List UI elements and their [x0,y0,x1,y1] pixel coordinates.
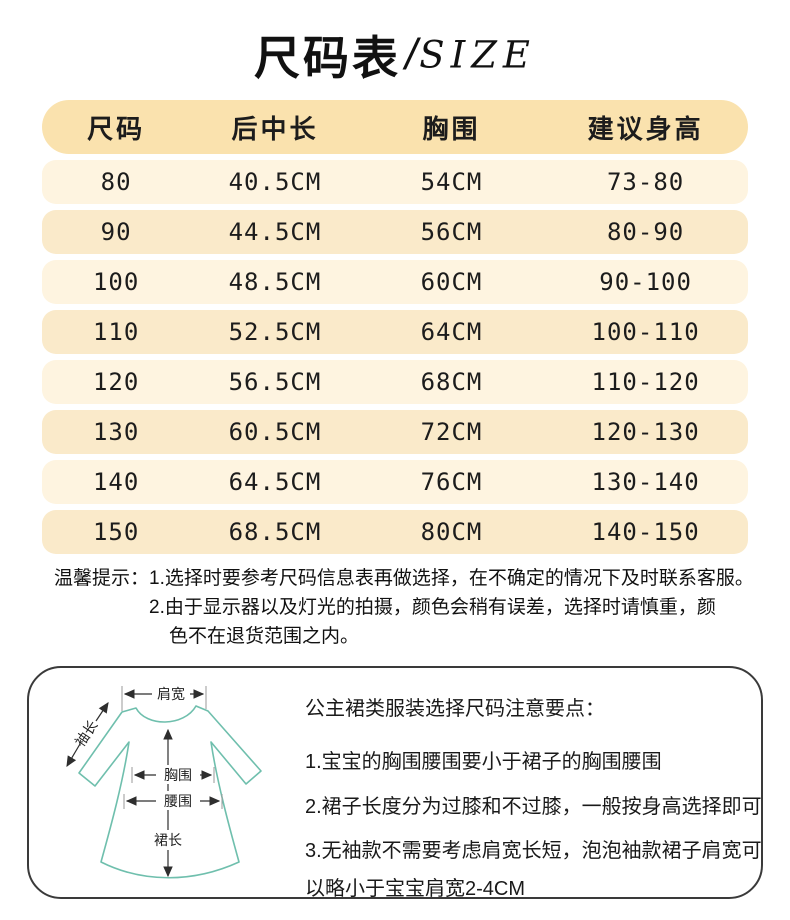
table-cell: 120 [92,368,140,396]
guide-point: 2.裙子长度分为过膝和不过膝，一般按身高选择即可 [305,796,762,818]
skirt-length-label: 裙长 [154,832,182,848]
header-cell-size: 尺码 [87,113,146,144]
sleeve-length-label: 袖长 [72,717,101,749]
notice-lines: 1.选择时要参考尺码信息表再做选择，在不确定的情况下及时联系客服。 2.由于显示… [149,564,754,651]
dress-measurement-diagram: 肩宽 袖长 胸围 腰围 [29,668,297,897]
table-cell: 68.5CM [228,518,322,546]
title-chinese: 尺码表 [254,32,402,84]
table-row: 130 60.5CM 72CM 120-130 [42,410,748,454]
table-cell: 140 [92,468,140,496]
shoulder-width-label: 肩宽 [157,686,185,702]
table-row: 90 44.5CM 56CM 80-90 [42,210,748,254]
chest-label: 胸围 [164,767,192,783]
table-cell: 110-120 [591,368,700,396]
page-title: 尺码表/SIZE [0,0,790,84]
header-cell-length: 后中长 [231,113,319,144]
table-cell: 110 [92,318,140,346]
notice: 温馨提示： 1.选择时要参考尺码信息表再做选择，在不确定的情况下及时联系客服。 … [0,554,790,651]
table-cell: 130-140 [591,468,700,496]
notice-line: 色不在退货范围之内。 [169,626,360,647]
table-cell: 52.5CM [228,318,322,346]
table-cell: 100 [92,268,140,296]
sleeve-arrow-lower [66,743,81,768]
chest-label-bg [158,765,198,784]
notice-line: 2.由于显示器以及灯光的拍摄，颜色会稍有误差，选择时请慎重，颜 [149,597,716,618]
table-cell: 90 [100,218,132,246]
guide-title: 公主裙类服装选择尺码注意要点： [305,698,605,720]
table-cell: 120-130 [591,418,700,446]
waist-label: 腰围 [164,793,192,809]
guide-point-continuation: 以略小于宝宝肩宽2-4CM [305,878,526,899]
dress-diagram-svg: 肩宽 袖长 胸围 腰围 [66,686,262,879]
notice-line: 1.选择时要参考尺码信息表再做选择，在不确定的情况下及时联系客服。 [149,568,754,589]
title-english: SIZE [419,33,536,77]
table-row: 110 52.5CM 64CM 100-110 [42,310,748,354]
table-cell: 72CM [420,418,483,446]
table-cell: 40.5CM [228,168,322,196]
table-cell: 60CM [420,268,483,296]
table-cell: 80CM [420,518,483,546]
guide-point: 3.无袖款不需要考虑肩宽长短，泡泡袖款裙子肩宽可 [305,840,762,862]
table-cell: 56.5CM [228,368,322,396]
table-cell: 68CM [420,368,483,396]
header-cell-chest: 胸围 [422,113,481,144]
table-header-row: 尺码 后中长 胸围 建议身高 [42,100,748,154]
table-row: 80 40.5CM 54CM 73-80 [42,160,748,204]
skirt-label-bg [150,830,187,850]
table-cell: 64.5CM [228,468,322,496]
table-cell: 54CM [420,168,483,196]
table-row: 140 64.5CM 76CM 130-140 [42,460,748,504]
table-row: 100 48.5CM 60CM 90-100 [42,260,748,304]
guide-point: 1.宝宝的胸围腰围要小于裙子的胸围腰围 [305,751,662,773]
table-cell: 73-80 [606,168,685,196]
table-cell: 150 [92,518,140,546]
header-cell-height: 建议身高 [587,113,704,144]
table-cell: 56CM [420,218,483,246]
table-cell: 80 [100,168,132,196]
table-cell: 60.5CM [228,418,322,446]
guide-text: 公主裙类服装选择尺码注意要点： 1.宝宝的胸围腰围要小于裙子的胸围腰围 2.裙子… [297,668,762,899]
table-row: 150 68.5CM 80CM 140-150 [42,510,748,554]
table-cell: 76CM [420,468,483,496]
table-cell: 140-150 [591,518,700,546]
table-cell: 80-90 [606,218,685,246]
table-cell: 90-100 [599,268,692,296]
table-cell: 64CM [420,318,483,346]
title-divider: / [405,30,418,79]
notice-label: 温馨提示： [54,568,150,589]
table-row: 120 56.5CM 68CM 110-120 [42,360,748,404]
size-table: 尺码 后中长 胸围 建议身高 80 40.5CM 54CM 73-80 90 4… [42,100,748,554]
table-cell: 130 [92,418,140,446]
table-cell: 100-110 [591,318,700,346]
table-cell: 48.5CM [228,268,322,296]
table-cell: 44.5CM [228,218,322,246]
dress-outline [78,705,262,879]
waist-label-bg [158,791,198,810]
size-guide-box: 肩宽 袖长 胸围 腰围 [27,666,763,899]
sleeve-arrow-upper [95,702,109,722]
